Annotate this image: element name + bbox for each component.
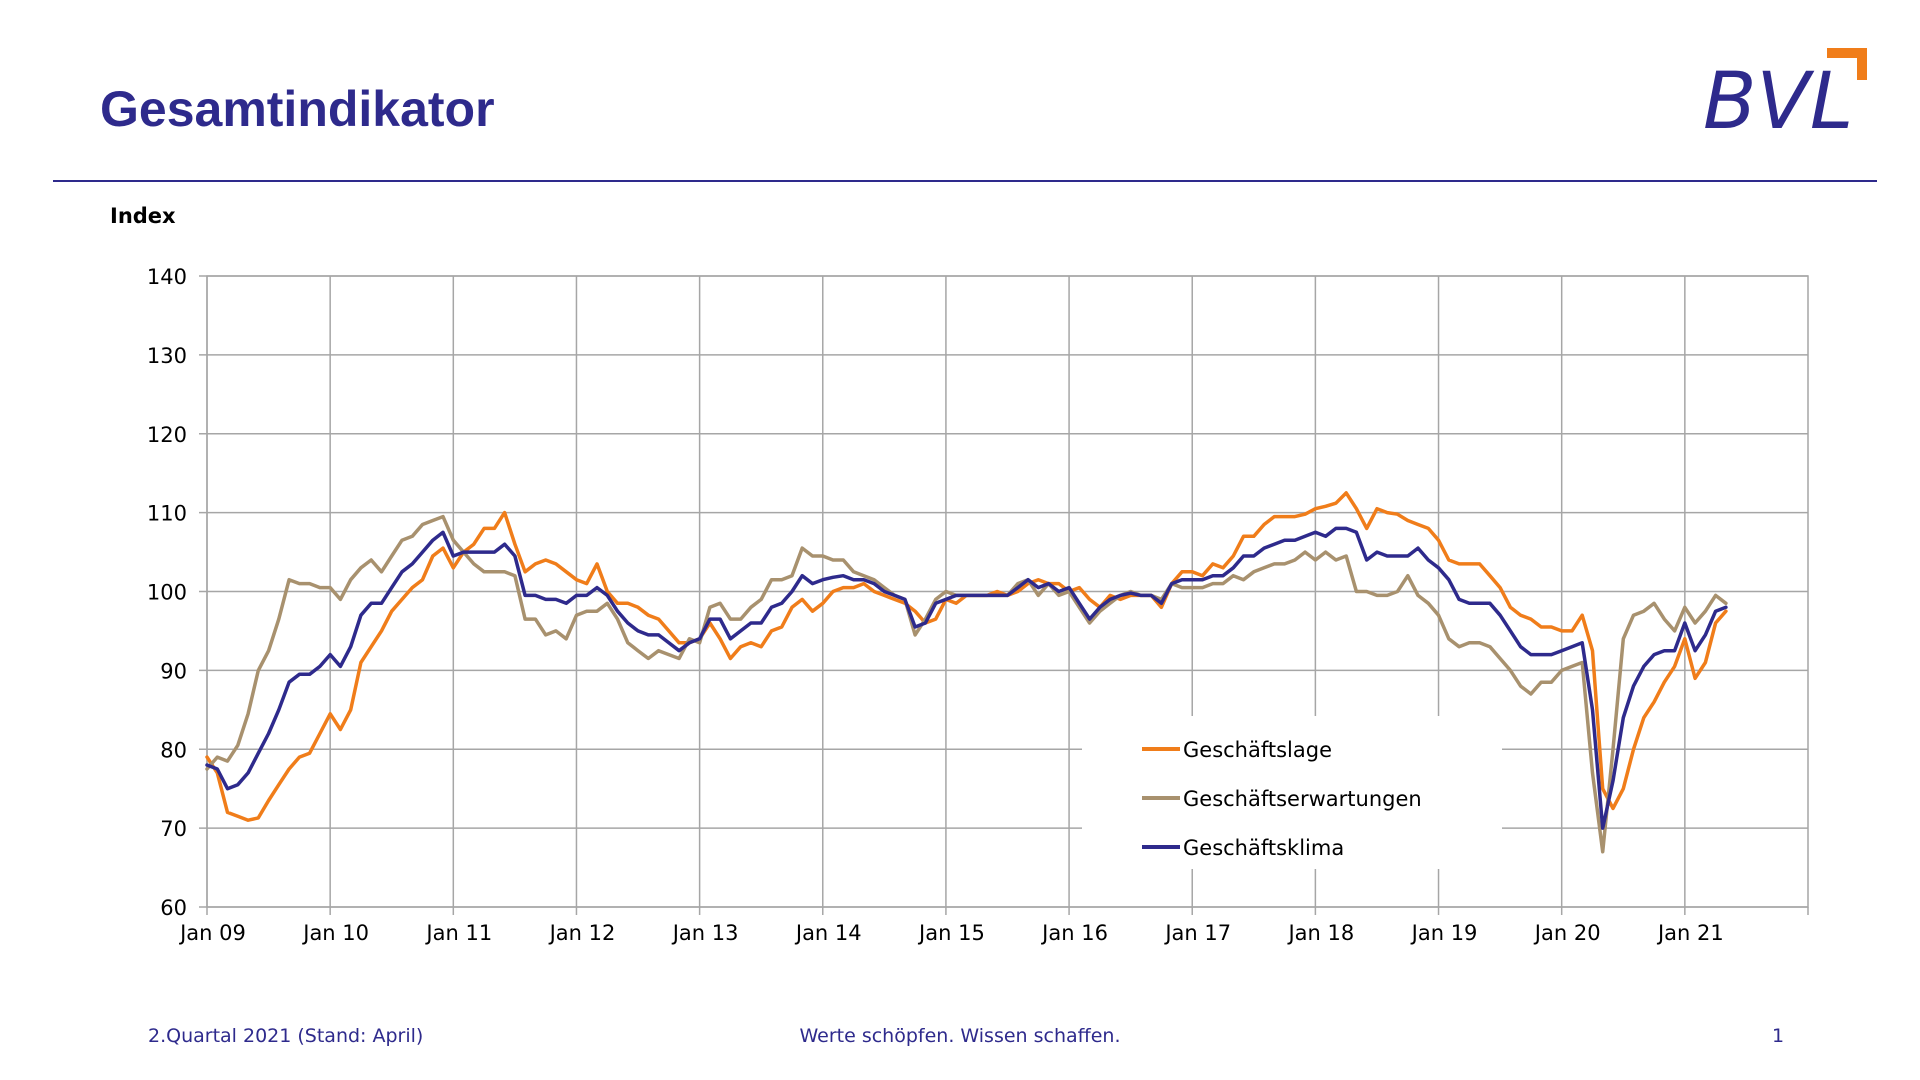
x-tick-label: Jan 09 bbox=[178, 921, 246, 945]
y-tick-label: 140 bbox=[147, 265, 187, 289]
x-tick-labels: Jan 09 Jan 10 Jan 11 Jan 12 Jan 13 Jan 14 Jan … bbox=[178, 921, 1724, 945]
legend-label: Geschäftslage bbox=[1183, 738, 1332, 762]
x-tick-label: Jan 12 bbox=[548, 921, 616, 945]
logo-orange-corner-icon bbox=[1827, 48, 1867, 80]
chart-series bbox=[205, 491, 1728, 854]
x-tick-label: Jan 21 bbox=[1656, 921, 1724, 945]
y-tick-labels: 60 70 80 90 100 110 120 130 140 bbox=[147, 265, 187, 920]
legend-label: Geschäftsklima bbox=[1183, 836, 1344, 860]
x-tick-label: Jan 16 bbox=[1040, 921, 1108, 945]
y-tick-label: 100 bbox=[147, 581, 187, 605]
y-tick-label: 130 bbox=[147, 344, 187, 368]
x-tick-label: Jan 17 bbox=[1163, 921, 1231, 945]
y-tick-label: 60 bbox=[160, 896, 187, 920]
x-tick-label: Jan 15 bbox=[917, 921, 985, 945]
slide-title: Gesamtindikator bbox=[100, 81, 495, 137]
y-tick-label: 80 bbox=[160, 738, 187, 762]
y-tick-label: 90 bbox=[160, 659, 187, 683]
y-tick-label: 120 bbox=[147, 423, 187, 447]
bvl-logo-text: BVL bbox=[1703, 57, 1853, 140]
page-number: 1 bbox=[1772, 1025, 1785, 1047]
title-divider bbox=[53, 180, 1877, 182]
footer-date: 2.Quartal 2021 (Stand: April) bbox=[148, 1025, 424, 1047]
y-axis-label: Index bbox=[110, 204, 176, 228]
x-tick-label: Jan 13 bbox=[671, 921, 739, 945]
chart-grid bbox=[199, 275, 1809, 915]
chart-legend: Geschäftslage Geschäftserwartungen Geschäf… bbox=[1082, 716, 1502, 869]
x-tick-label: Jan 14 bbox=[794, 921, 862, 945]
bvl-logo-graphic: BVL bbox=[1703, 48, 1867, 147]
footer-slogan: Werte schöpfen. Wissen schaffen. bbox=[799, 1025, 1121, 1047]
series-line bbox=[205, 526, 1728, 830]
x-tick-label: Jan 20 bbox=[1533, 921, 1601, 945]
x-tick-label: Jan 18 bbox=[1286, 921, 1354, 945]
legend-box bbox=[1082, 716, 1502, 869]
bvl-logo: BVL bbox=[1695, 40, 1885, 147]
x-tick-label: Jan 10 bbox=[301, 921, 369, 945]
x-tick-label: Jan 11 bbox=[424, 921, 492, 945]
x-tick-label: Jan 19 bbox=[1410, 921, 1478, 945]
y-tick-label: 70 bbox=[160, 817, 187, 841]
y-tick-label: 110 bbox=[147, 502, 187, 526]
legend-label: Geschäftserwartungen bbox=[1183, 787, 1422, 811]
